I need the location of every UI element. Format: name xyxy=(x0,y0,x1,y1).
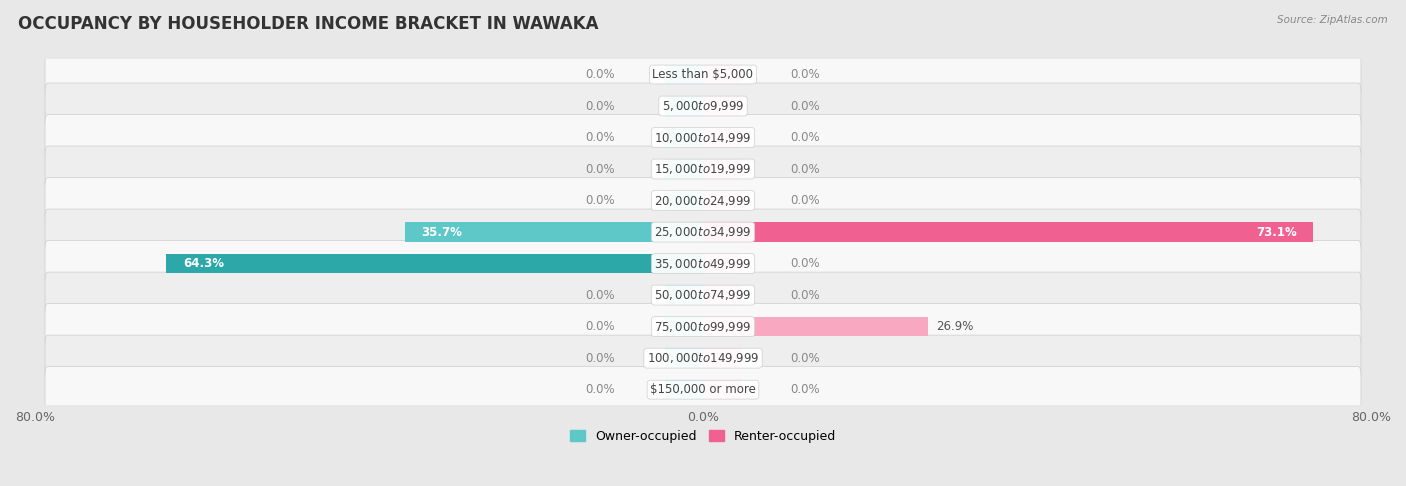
Bar xyxy=(665,159,703,179)
Text: 0.0%: 0.0% xyxy=(586,320,616,333)
Bar xyxy=(703,380,741,399)
Text: $15,000 to $19,999: $15,000 to $19,999 xyxy=(654,162,752,176)
Bar xyxy=(166,254,703,273)
Text: $10,000 to $14,999: $10,000 to $14,999 xyxy=(654,131,752,144)
Text: 0.0%: 0.0% xyxy=(790,257,820,270)
Bar xyxy=(703,96,741,116)
Bar xyxy=(703,348,741,368)
Bar xyxy=(703,65,741,84)
Bar xyxy=(703,128,741,147)
Text: 0.0%: 0.0% xyxy=(586,100,616,113)
Text: Less than $5,000: Less than $5,000 xyxy=(652,68,754,81)
Bar xyxy=(703,285,741,305)
Text: 64.3%: 64.3% xyxy=(183,257,224,270)
Text: 0.0%: 0.0% xyxy=(790,131,820,144)
Text: 0.0%: 0.0% xyxy=(790,100,820,113)
Bar xyxy=(703,222,1313,242)
Bar xyxy=(665,96,703,116)
FancyBboxPatch shape xyxy=(45,52,1361,98)
Bar xyxy=(665,191,703,210)
FancyBboxPatch shape xyxy=(45,115,1361,160)
Legend: Owner-occupied, Renter-occupied: Owner-occupied, Renter-occupied xyxy=(565,425,841,448)
Text: 0.0%: 0.0% xyxy=(586,289,616,302)
Bar xyxy=(665,285,703,305)
Text: $35,000 to $49,999: $35,000 to $49,999 xyxy=(654,257,752,271)
Text: $25,000 to $34,999: $25,000 to $34,999 xyxy=(654,225,752,239)
Text: 0.0%: 0.0% xyxy=(586,131,616,144)
FancyBboxPatch shape xyxy=(45,209,1361,255)
FancyBboxPatch shape xyxy=(45,83,1361,129)
Bar xyxy=(703,317,928,336)
Text: $150,000 or more: $150,000 or more xyxy=(650,383,756,396)
FancyBboxPatch shape xyxy=(45,366,1361,413)
FancyBboxPatch shape xyxy=(45,146,1361,192)
Bar xyxy=(405,222,703,242)
Text: 35.7%: 35.7% xyxy=(422,226,463,239)
Bar xyxy=(703,254,741,273)
Text: $100,000 to $149,999: $100,000 to $149,999 xyxy=(647,351,759,365)
Bar xyxy=(665,128,703,147)
Text: 0.0%: 0.0% xyxy=(586,194,616,207)
Text: 0.0%: 0.0% xyxy=(586,383,616,396)
FancyBboxPatch shape xyxy=(45,335,1361,381)
Text: 0.0%: 0.0% xyxy=(790,352,820,364)
Text: Source: ZipAtlas.com: Source: ZipAtlas.com xyxy=(1277,15,1388,25)
Text: 0.0%: 0.0% xyxy=(790,68,820,81)
Text: 73.1%: 73.1% xyxy=(1256,226,1296,239)
Text: 0.0%: 0.0% xyxy=(586,162,616,175)
Bar xyxy=(665,317,703,336)
Text: 0.0%: 0.0% xyxy=(586,352,616,364)
FancyBboxPatch shape xyxy=(45,304,1361,349)
Text: $20,000 to $24,999: $20,000 to $24,999 xyxy=(654,193,752,208)
Text: $75,000 to $99,999: $75,000 to $99,999 xyxy=(654,320,752,333)
Text: 0.0%: 0.0% xyxy=(790,162,820,175)
Bar xyxy=(703,159,741,179)
Text: 26.9%: 26.9% xyxy=(936,320,973,333)
Bar xyxy=(665,380,703,399)
FancyBboxPatch shape xyxy=(45,177,1361,224)
FancyBboxPatch shape xyxy=(45,272,1361,318)
Text: 0.0%: 0.0% xyxy=(790,194,820,207)
Bar xyxy=(703,191,741,210)
Text: $50,000 to $74,999: $50,000 to $74,999 xyxy=(654,288,752,302)
Text: 0.0%: 0.0% xyxy=(790,383,820,396)
Bar xyxy=(665,65,703,84)
Text: 0.0%: 0.0% xyxy=(790,289,820,302)
Text: $5,000 to $9,999: $5,000 to $9,999 xyxy=(662,99,744,113)
Text: 0.0%: 0.0% xyxy=(586,68,616,81)
FancyBboxPatch shape xyxy=(45,241,1361,287)
Text: OCCUPANCY BY HOUSEHOLDER INCOME BRACKET IN WAWAKA: OCCUPANCY BY HOUSEHOLDER INCOME BRACKET … xyxy=(18,15,599,33)
Bar xyxy=(665,348,703,368)
